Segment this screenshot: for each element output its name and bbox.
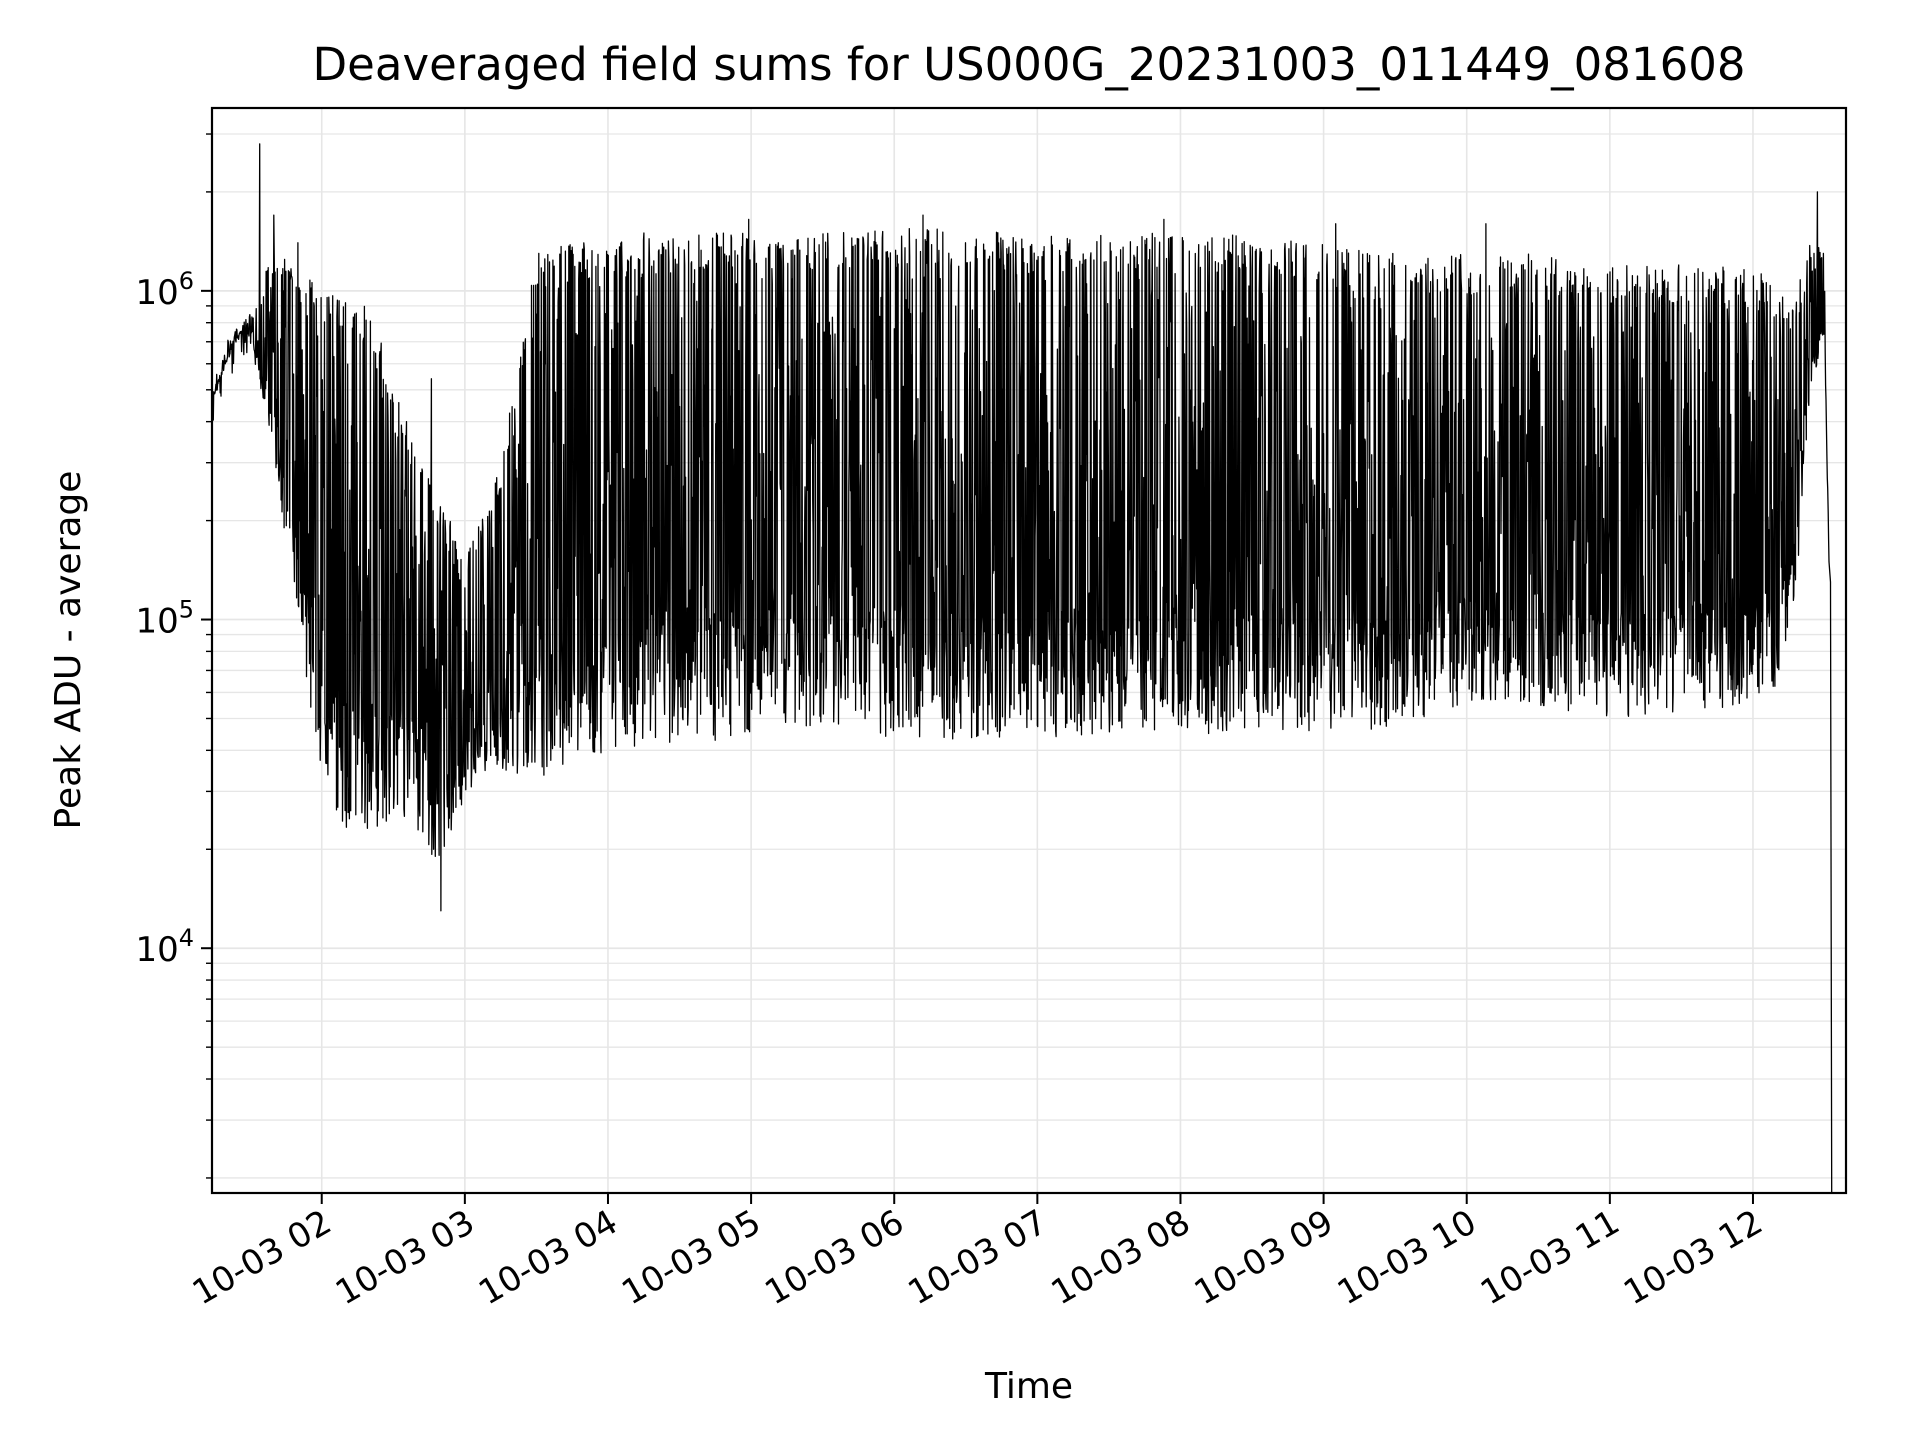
y-tick-label: 104 xyxy=(135,924,194,970)
plot-area xyxy=(212,143,1833,1193)
y-tick-label: 106 xyxy=(135,267,194,313)
y-axis-label: Peak ADU - average xyxy=(48,471,89,830)
y-tick-label: 105 xyxy=(135,596,194,642)
plot-frame xyxy=(210,106,1848,1195)
chart-title: Deaveraged field sums for US000G_2023100… xyxy=(313,38,1746,91)
y-axis-ticks: 104 105 106 xyxy=(135,133,212,1179)
series-line xyxy=(212,143,1833,1193)
x-axis-label: Time xyxy=(984,1366,1073,1407)
